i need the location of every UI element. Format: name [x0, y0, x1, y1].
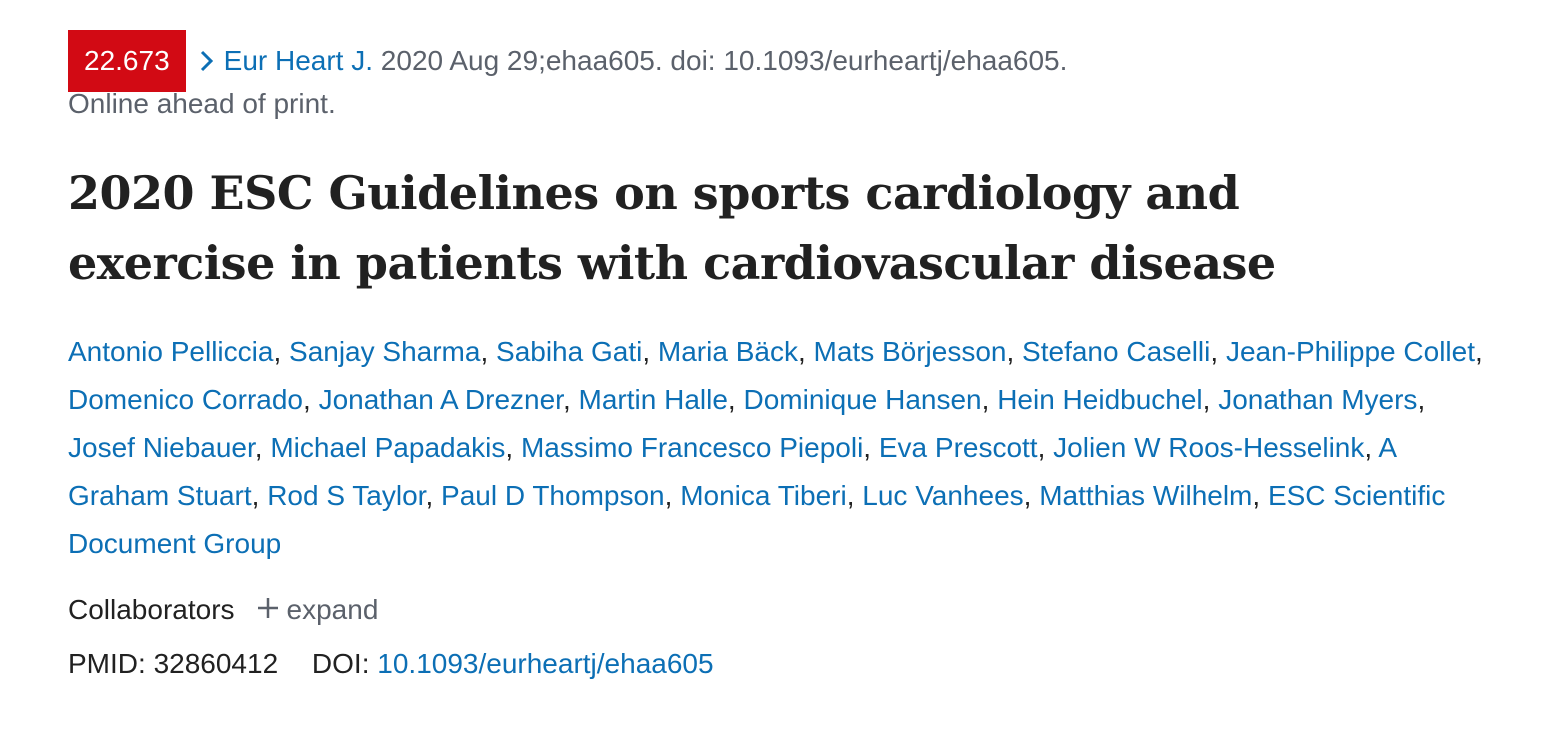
- collaborators-row: Collaborators expand: [68, 590, 1488, 630]
- identifiers-row: PMID: 32860412 DOI: 10.1093/eurheartj/eh…: [68, 644, 1488, 684]
- author-link[interactable]: Josef Niebauer: [68, 432, 255, 463]
- author-link[interactable]: Maria Bäck: [657, 336, 798, 367]
- author-link[interactable]: Dominique Hansen: [743, 384, 982, 415]
- citation-line: 22.673 Eur Heart J. 2020 Aug 29;ehaa605.…: [68, 30, 1488, 92]
- author-link[interactable]: Matthias Wilhelm: [1039, 480, 1253, 511]
- author-link[interactable]: Massimo Francesco Piepoli: [520, 432, 864, 463]
- chevron-right-icon[interactable]: [200, 49, 214, 73]
- page-title: 2020 ESC Guidelines on sports cardiology…: [68, 166, 1276, 290]
- author-link[interactable]: Eva Prescott: [878, 432, 1038, 463]
- doi-label: DOI:: [311, 648, 370, 679]
- citation-details: 2020 Aug 29;ehaa605. doi: 10.1093/eurhea…: [373, 45, 1068, 76]
- author-link[interactable]: Jean-Philippe Collet: [1225, 336, 1475, 367]
- author-list: Antonio Pelliccia, Sanjay Sharma, Sabiha…: [68, 336, 1483, 559]
- author-link[interactable]: Jolien W Roos-Hesselink: [1053, 432, 1365, 463]
- author-link[interactable]: Luc Vanhees: [862, 480, 1024, 511]
- author-link[interactable]: Jonathan A Drezner: [318, 384, 563, 415]
- plus-icon: [257, 590, 279, 630]
- journal-link[interactable]: Eur Heart J.: [223, 45, 374, 76]
- author-link[interactable]: Monica Tiberi: [680, 480, 847, 511]
- author-link[interactable]: Sanjay Sharma: [289, 336, 481, 367]
- author-link[interactable]: Sabiha Gati: [496, 336, 643, 367]
- author-link[interactable]: Martin Halle: [578, 384, 728, 415]
- author-link[interactable]: Stefano Caselli: [1022, 336, 1211, 367]
- publication-status: Online ahead of print.: [68, 88, 336, 119]
- author-link[interactable]: ESC Scientific Document Group: [68, 480, 1446, 559]
- collaborators-label: Collaborators: [68, 594, 235, 625]
- author-link[interactable]: Paul D Thompson: [441, 480, 665, 511]
- pmid-value: 32860412: [153, 648, 279, 679]
- author-link[interactable]: Mats Börjesson: [813, 336, 1007, 367]
- author-link[interactable]: Antonio Pelliccia: [68, 336, 274, 367]
- author-link[interactable]: Michael Papadakis: [270, 432, 506, 463]
- author-link[interactable]: Hein Heidbuchel: [997, 384, 1203, 415]
- author-link[interactable]: A Graham Stuart: [68, 432, 1396, 511]
- article-header: 22.673 Eur Heart J. 2020 Aug 29;ehaa605.…: [68, 30, 1488, 684]
- author-link[interactable]: Rod S Taylor: [267, 480, 426, 511]
- expand-label: expand: [286, 594, 379, 625]
- author-link[interactable]: Jonathan Myers: [1218, 384, 1418, 415]
- impact-factor-badge: 22.673: [68, 30, 186, 92]
- doi-link[interactable]: 10.1093/eurheartj/ehaa605: [377, 648, 714, 679]
- expand-collaborators-button[interactable]: expand: [257, 590, 379, 630]
- author-link[interactable]: Domenico Corrado: [68, 384, 303, 415]
- pmid-label: PMID:: [68, 648, 146, 679]
